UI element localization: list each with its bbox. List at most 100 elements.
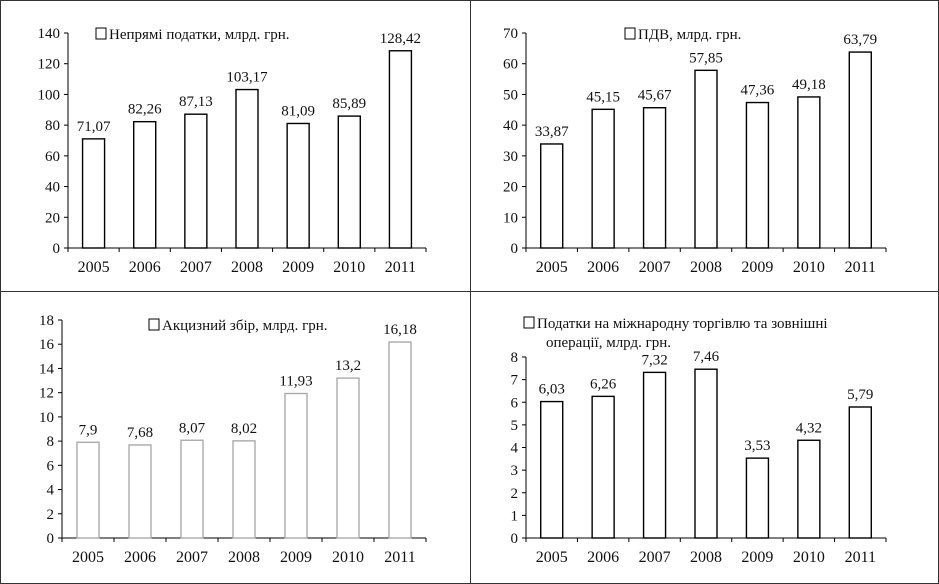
bar <box>745 457 770 539</box>
chart-group: 0 2 4 6 8 10 12 14 16 18 2005 2006 2007 2008 2009 2010 2… <box>39 313 427 566</box>
data-label: 45,15 <box>586 89 620 105</box>
bar <box>694 69 718 249</box>
y-tick-label: 20 <box>45 210 60 226</box>
data-label: 8,07 <box>179 420 206 436</box>
data-label: 4,32 <box>796 420 822 436</box>
data-label: 7,9 <box>79 422 98 438</box>
x-tick-label: 2009 <box>741 549 773 566</box>
chart-panel-vat: 0 10 20 30 40 50 60 70 2005 2006 2007 2008 2009 2010 2… <box>470 0 939 292</box>
data-label: 13,2 <box>335 358 361 374</box>
y-tick-label: 10 <box>39 410 54 426</box>
chart-excise: 0 2 4 6 8 10 12 14 16 18 2005 2006 2007 2008 2009 2010 2… <box>39 313 427 566</box>
legend-marker <box>148 318 160 331</box>
y-tick-label: 40 <box>503 118 518 134</box>
data-label: 63,79 <box>843 32 877 48</box>
y-tick-label: 120 <box>38 57 61 73</box>
bar <box>336 377 360 539</box>
x-tick-label: 2010 <box>793 549 825 566</box>
y-tick-label: 2 <box>511 486 519 502</box>
y-tick-label: 70 <box>503 26 518 42</box>
data-label: 47,36 <box>741 83 775 99</box>
bar <box>797 96 821 249</box>
data-label: 7,32 <box>641 352 667 368</box>
bar <box>848 51 872 249</box>
bar <box>642 371 667 539</box>
legend-marker <box>624 27 636 40</box>
y-tick-label: 6 <box>47 458 55 474</box>
y-tick-label: 4 <box>47 483 55 499</box>
x-tick-label: 2009 <box>280 549 312 566</box>
y-tick-label: 140 <box>38 26 61 42</box>
bar <box>591 395 615 539</box>
y-tick-label: 0 <box>511 241 519 257</box>
x-tick-label: 2010 <box>333 259 365 276</box>
bar <box>797 439 821 539</box>
chart-indirect-taxes: 0 20 40 60 80 100 120 140 2005 2006 2007 2008 2009 20… <box>38 26 427 276</box>
data-label: 11,93 <box>279 374 312 390</box>
y-tick-label: 40 <box>45 180 60 196</box>
bar <box>745 101 770 249</box>
y-tick-label: 6 <box>511 395 519 411</box>
x-tick-label: 2007 <box>180 259 212 276</box>
x-tick-label: 2008 <box>231 259 263 276</box>
bar <box>184 113 208 249</box>
bar <box>235 88 259 249</box>
y-tick-label: 100 <box>38 87 61 103</box>
data-label: 81,09 <box>281 103 315 119</box>
x-tick-label: 2010 <box>332 549 364 566</box>
data-label: 87,13 <box>179 94 213 110</box>
x-tick-label: 2011 <box>384 549 415 566</box>
x-tick-label: 2005 <box>536 549 568 566</box>
chart-title: Акцизний збір, млрд. грн. <box>162 318 328 334</box>
x-tick-label: 2007 <box>176 549 208 566</box>
y-tick-label: 2 <box>47 507 55 523</box>
y-tick-label: 50 <box>503 87 518 103</box>
data-label: 103,17 <box>226 70 268 86</box>
data-label: 3,53 <box>744 438 770 454</box>
y-tick-label: 8 <box>511 350 519 366</box>
x-tick-label: 2008 <box>690 259 722 276</box>
chart-vat: 0 10 20 30 40 50 60 70 2005 2006 2007 2008 2009 2010 2… <box>503 26 887 276</box>
bar <box>540 143 564 249</box>
bar <box>180 439 204 539</box>
x-tick-label: 2005 <box>536 259 568 276</box>
y-tick-label: 5 <box>511 418 519 434</box>
x-tick-label: 2006 <box>587 259 619 276</box>
x-tick-label: 2011 <box>845 549 876 566</box>
chart-group: 0 1 2 3 4 5 6 7 8 2005 2006 2007 2008 2009 2010 2011 6,0… <box>511 316 887 566</box>
data-label: 128,42 <box>380 31 421 47</box>
bar <box>81 138 106 249</box>
chart-panel-trade-taxes: 0 1 2 3 4 5 6 7 8 2005 2006 2007 2008 2009 2010 2011 6,0… <box>470 291 939 584</box>
y-tick-label: 4 <box>511 441 519 457</box>
y-tick-label: 0 <box>53 241 61 257</box>
chart-title: ПДВ, млрд. грн. <box>638 27 741 43</box>
data-label: 82,26 <box>128 102 162 118</box>
y-tick-label: 10 <box>503 210 518 226</box>
bar <box>284 392 308 539</box>
x-tick-label: 2008 <box>690 549 722 566</box>
data-label: 5,79 <box>847 387 873 403</box>
y-tick-label: 0 <box>511 531 519 547</box>
legend-marker <box>523 316 535 329</box>
legend-marker <box>95 27 107 40</box>
x-tick-label: 2011 <box>845 259 876 276</box>
y-tick-label: 12 <box>39 386 54 402</box>
y-tick-label: 30 <box>503 149 518 165</box>
y-tick-label: 8 <box>47 434 55 450</box>
bar <box>286 122 310 249</box>
bar <box>388 341 412 539</box>
x-tick-label: 2005 <box>72 549 104 566</box>
chart-panel-indirect-taxes: 0 20 40 60 80 100 120 140 2005 2006 2007 2008 2009 20… <box>0 0 471 292</box>
data-label: 71,07 <box>77 119 111 135</box>
chart-panel-excise: 0 2 4 6 8 10 12 14 16 18 2005 2006 2007 2008 2009 2010 2… <box>0 291 471 584</box>
y-tick-label: 60 <box>45 149 60 165</box>
y-tick-label: 1 <box>511 508 519 524</box>
y-tick-label: 0 <box>47 531 55 547</box>
x-tick-label: 2006 <box>129 259 161 276</box>
x-tick-label: 2006 <box>124 549 156 566</box>
data-label: 6,03 <box>539 382 565 398</box>
x-tick-label: 2005 <box>78 259 110 276</box>
bar <box>694 368 718 539</box>
bar <box>76 441 100 539</box>
y-tick-label: 18 <box>39 313 54 329</box>
